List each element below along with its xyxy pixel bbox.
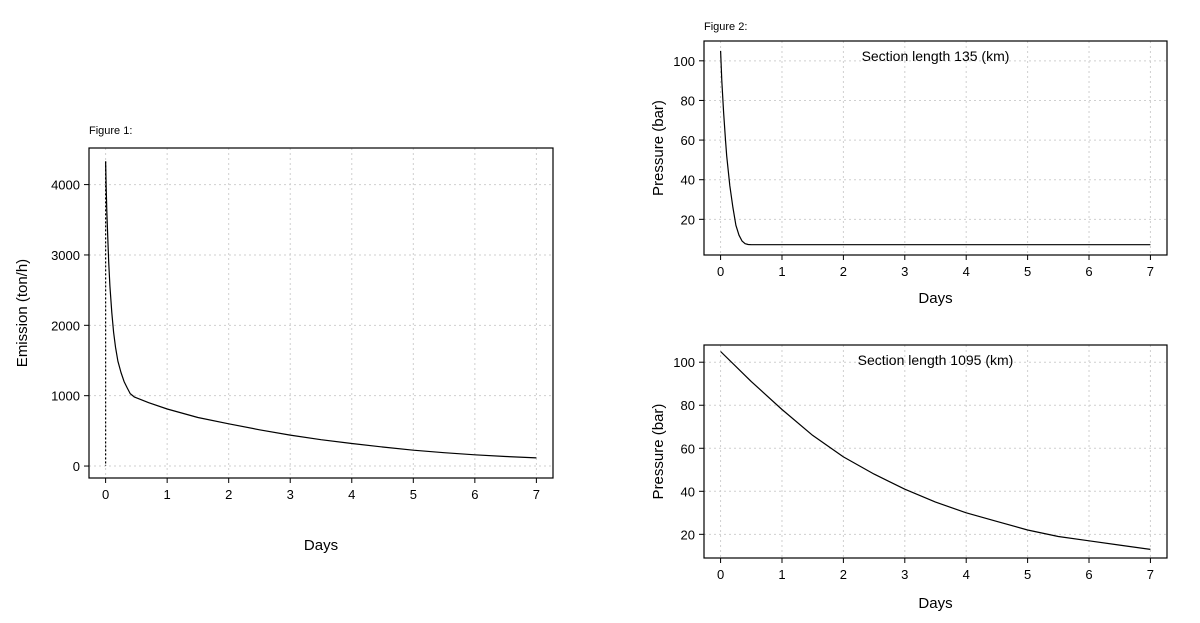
y-tick-label: 4000 [51,178,80,193]
x-tick-label: 4 [348,487,355,502]
section-length-annotation: Section length 1095 (km) [858,352,1014,368]
x-tick-label: 4 [963,264,970,279]
x-tick-label: 5 [1024,264,1031,279]
x-axis-label: Days [304,537,338,554]
chart-1: Figure 1: 0 1 2 3 4 5 6 7 0 1000 2000 3000 4000 Days Em… [14,125,554,554]
x-tick-label: 6 [471,487,478,502]
y-tick-label: 3000 [51,248,80,263]
x-tick-label: 2 [840,264,847,279]
x-tick-label: 5 [1024,567,1031,582]
y-tick-label: 60 [681,133,695,148]
chart-3: 0 1 2 3 4 5 6 7 20 40 60 80 100 Days Pressure (bar) Sec… [650,344,1168,612]
y-tick-label: 20 [681,527,695,542]
y-tick-label: 80 [681,93,695,108]
y-tick-label: 2000 [51,318,80,333]
x-axis-label: Days [918,290,952,307]
x-tick-label: 7 [1147,264,1154,279]
y-tick-label: 100 [673,355,695,370]
x-tick-label: 1 [778,567,785,582]
series-line [720,351,1151,550]
figure-caption: Figure 1: [89,125,132,137]
x-tick-label: 1 [164,487,171,502]
y-axis-label: Emission (ton/h) [14,259,31,367]
x-tick-label: 3 [901,264,908,279]
y-tick-label: 1000 [51,389,80,404]
y-tick-label: 40 [681,484,695,499]
plot-frame [88,147,554,479]
x-tick-label: 0 [717,264,724,279]
x-tick-label: 0 [102,487,109,502]
x-tick-label: 3 [287,487,294,502]
y-tick-label: 80 [681,398,695,413]
x-tick-label: 5 [410,487,417,502]
x-tick-label: 7 [1147,567,1154,582]
x-tick-label: 0 [717,567,724,582]
x-tick-label: 1 [778,264,785,279]
y-axis-label: Pressure (bar) [650,404,667,500]
y-tick-label: 40 [681,173,695,188]
x-tick-label: 2 [840,567,847,582]
plot-frame [703,344,1168,559]
y-tick-label: 0 [73,459,80,474]
x-tick-label: 4 [963,567,970,582]
x-tick-label: 6 [1085,567,1092,582]
chart-2: Figure 2: 0 1 2 3 4 5 6 7 20 40 60 80 100 Days Pressure… [650,21,1168,307]
x-axis-label: Days [918,595,952,612]
section-length-annotation: Section length 135 (km) [862,48,1010,64]
series-line [720,50,1151,246]
figure-caption: Figure 2: [704,21,747,33]
y-tick-label: 100 [673,54,695,69]
plot-frame [703,40,1168,256]
x-tick-label: 3 [901,567,908,582]
series-line [105,161,537,459]
x-tick-label: 2 [225,487,232,502]
y-tick-label: 60 [681,441,695,456]
x-tick-label: 7 [533,487,540,502]
x-tick-label: 6 [1085,264,1092,279]
y-axis-label: Pressure (bar) [650,100,667,196]
y-tick-label: 20 [681,212,695,227]
